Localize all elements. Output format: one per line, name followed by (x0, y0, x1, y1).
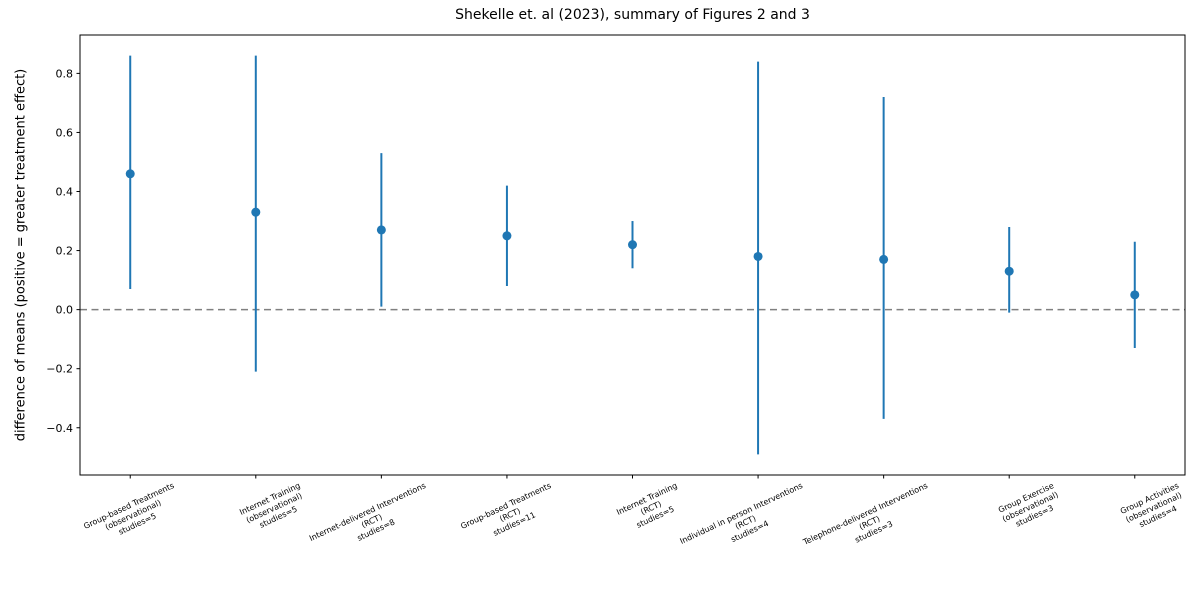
data-point-marker (1130, 290, 1140, 300)
y-tick-label: −0.2 (46, 363, 73, 376)
y-tick-label: 0.8 (56, 67, 74, 80)
data-point-marker (1004, 266, 1014, 276)
axes-frame (79, 34, 1186, 476)
y-tick-label: 0.6 (56, 126, 74, 139)
data-point-marker (753, 251, 763, 261)
data-point-marker (251, 207, 261, 217)
data-point-marker (502, 231, 512, 241)
y-tick-label: 0.2 (56, 245, 74, 258)
chart-title: Shekelle et. al (2023), summary of Figur… (455, 7, 810, 23)
data-point-marker (879, 254, 889, 264)
data-point-marker (125, 169, 135, 179)
data-point-marker (628, 240, 637, 250)
y-tick-label: 0.4 (56, 186, 74, 199)
data-point-marker (376, 225, 386, 235)
y-tick-label: −0.4 (46, 422, 73, 435)
y-tick-label: 0.0 (56, 304, 74, 317)
